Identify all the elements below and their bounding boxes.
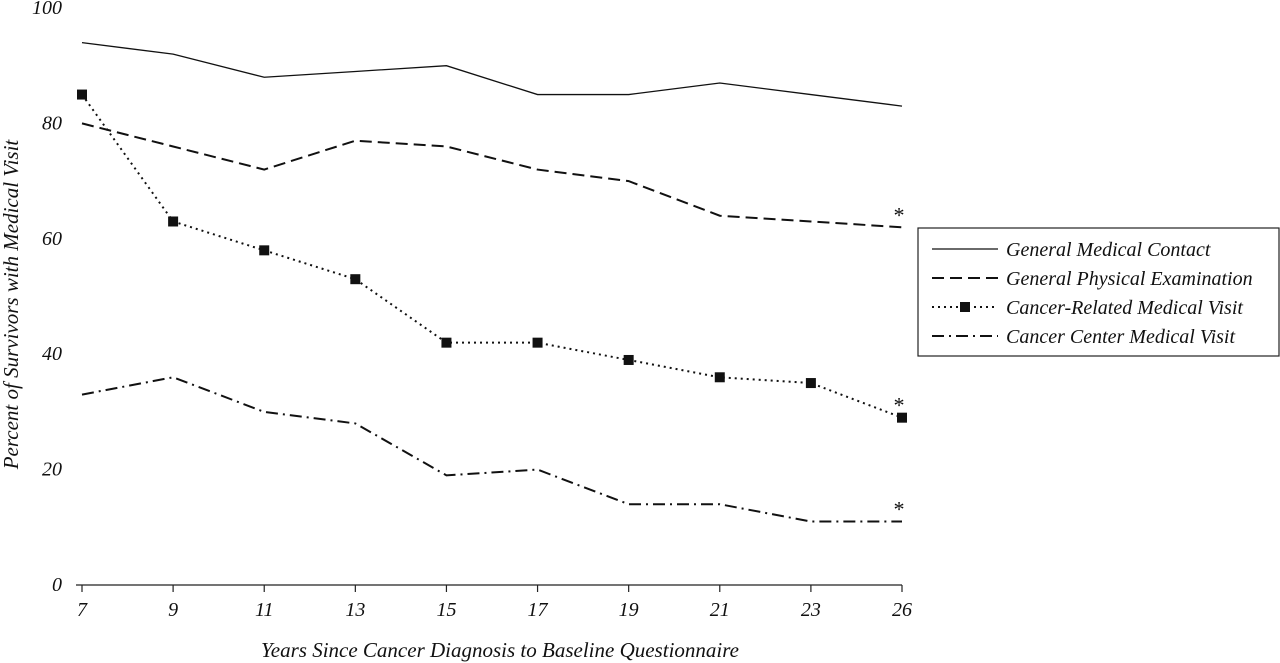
- series-line: [81, 376, 902, 523]
- data-point-marker: [168, 216, 179, 227]
- x-tick-label: 13: [345, 599, 365, 621]
- significance-asterisk: *: [893, 202, 904, 227]
- y-tick-label: 40: [42, 343, 62, 365]
- chart-legend: General Medical Contact General Physical …: [917, 227, 1280, 357]
- series-line: [81, 93, 903, 419]
- y-tick-label: 20: [42, 459, 62, 481]
- chart-annotations: * * *: [893, 202, 904, 521]
- data-point-marker: [897, 412, 907, 423]
- x-tick-label: 9: [168, 599, 178, 621]
- data-point-marker: [77, 89, 87, 100]
- data-point-marker: [441, 337, 452, 348]
- series-3: [81, 376, 902, 523]
- data-point-marker: [623, 354, 634, 365]
- y-axis-label: Percent of Survivors with Medical Visit: [0, 139, 23, 471]
- x-tick-label: 15: [436, 599, 456, 621]
- x-tick-label: 17: [528, 599, 549, 621]
- legend-label: Cancer-Related Medical Visit: [1006, 297, 1243, 319]
- legend-label: General Medical Contact: [1006, 239, 1211, 261]
- x-tick-label: 11: [255, 599, 274, 621]
- x-tick-label: 7: [77, 599, 88, 621]
- y-tick-label: 80: [42, 112, 62, 134]
- data-point-marker: [350, 274, 361, 285]
- series-line: [81, 122, 903, 229]
- x-tick-label: 26: [892, 599, 912, 621]
- data-point-marker: [805, 378, 816, 389]
- x-axis-label: Years Since Cancer Diagnosis to Baseline…: [261, 638, 739, 662]
- data-point-marker: [714, 372, 725, 383]
- y-tick-label: 60: [42, 228, 62, 250]
- data-point-marker: [532, 337, 543, 348]
- legend-marker: [960, 302, 970, 312]
- significance-asterisk: *: [893, 393, 904, 418]
- y-tick-label: 100: [32, 0, 62, 19]
- legend-label: General Physical Examination: [1006, 268, 1253, 290]
- data-point-marker: [259, 245, 270, 256]
- series-1: [81, 122, 903, 229]
- x-tick-label: 19: [619, 599, 639, 621]
- chart-series: [77, 41, 907, 523]
- y-tick-label: 0: [52, 574, 62, 596]
- legend-label: Cancer Center Medical Visit: [1006, 326, 1235, 348]
- series-2: [77, 89, 907, 423]
- series-0: [81, 41, 903, 107]
- x-tick-label: 21: [710, 599, 730, 621]
- x-tick-label: 23: [801, 599, 821, 621]
- significance-asterisk: *: [893, 497, 904, 522]
- chart-axes: 7 9 11 13 15 17 19 21 23 26 0 20 40 60 80 100: [32, 0, 912, 621]
- series-line: [81, 41, 903, 107]
